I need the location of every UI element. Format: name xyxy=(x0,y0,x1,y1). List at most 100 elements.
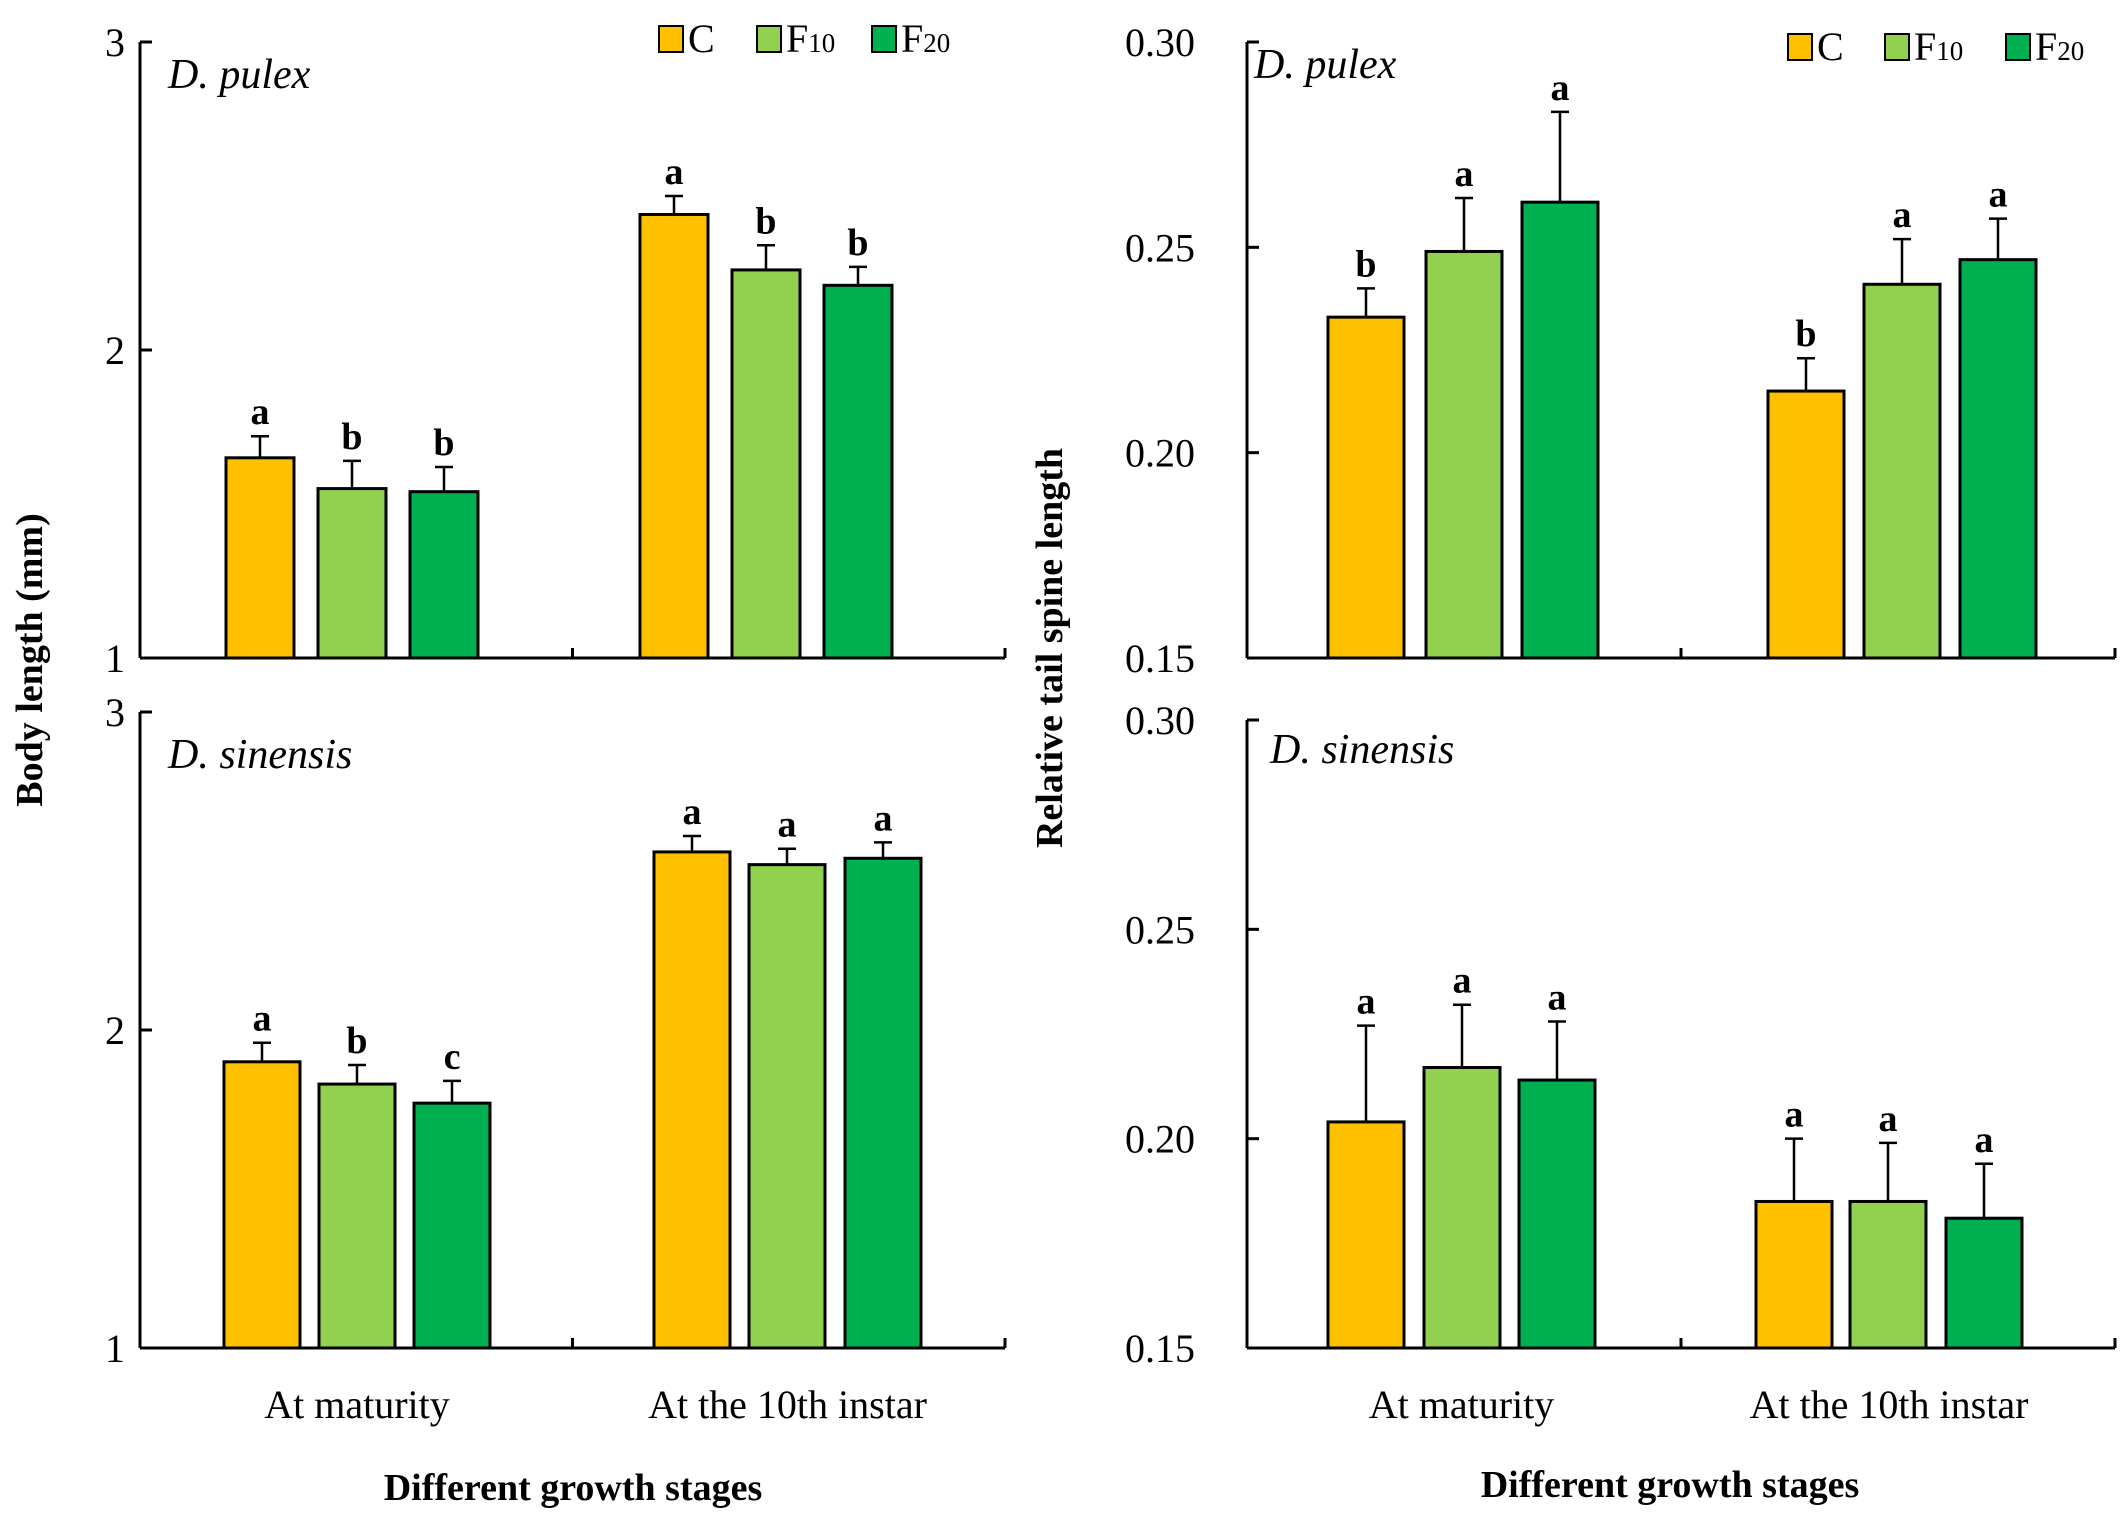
legend-label: F20 xyxy=(2035,24,2084,69)
bar-F10-maturity xyxy=(316,487,388,660)
y-tick-label: 2 xyxy=(105,328,125,373)
legend-label-base: F xyxy=(1914,24,1936,69)
legend-label-subscript: 10 xyxy=(808,28,835,58)
x-category-label: At the 10th instar xyxy=(1750,1382,2029,1427)
left-y-axis-title: Body length (mm) xyxy=(9,513,51,806)
bar-C-10th-instar xyxy=(652,850,732,1350)
significance-letter: a xyxy=(874,797,893,839)
y-tick-label: 0.15 xyxy=(1125,636,1195,681)
bar-F10-maturity xyxy=(1424,249,1504,660)
significance-letter: a xyxy=(1551,67,1570,109)
significance-letter: b xyxy=(755,200,776,242)
bar-F10-10th-instar xyxy=(1862,282,1942,660)
legend-label: C xyxy=(688,16,715,61)
legend-label-base: C xyxy=(688,16,715,61)
significance-letter: a xyxy=(1455,153,1474,195)
legend-label-base: C xyxy=(1817,24,1844,69)
bar-C-10th-instar xyxy=(1766,389,1846,660)
legend-label-base: F xyxy=(786,16,808,61)
panel-1: 1 2 3 D. pulex a a b b b b xyxy=(105,20,1007,681)
significance-letter: a xyxy=(683,791,702,833)
y-tick-label: 0.20 xyxy=(1125,1117,1195,1162)
bar-C-maturity xyxy=(224,456,296,660)
y-tick-label: 0.30 xyxy=(1125,20,1195,65)
species-label: D. pulex xyxy=(1253,42,1397,88)
bar-F20-10th-instar xyxy=(843,856,923,1350)
bar-F20-maturity xyxy=(1520,200,1600,660)
legend-swatch-F20 xyxy=(871,25,897,53)
significance-letter: a xyxy=(1357,981,1376,1023)
significance-letter: a xyxy=(778,804,797,846)
species-label: D. sinensis xyxy=(1269,727,1454,773)
legend-2: C F10 F20 xyxy=(1787,24,2084,69)
legend-label: C xyxy=(1817,24,1844,69)
bar-F20-maturity xyxy=(1517,1078,1597,1350)
bar-C-10th-instar xyxy=(1754,1199,1834,1350)
y-tick-label: 0.25 xyxy=(1125,225,1195,270)
y-tick-label: 0.25 xyxy=(1125,907,1195,952)
bar-F10-maturity xyxy=(1422,1065,1502,1350)
bar-F10-10th-instar xyxy=(1848,1199,1928,1350)
significance-letter: a xyxy=(1785,1094,1804,1136)
panel-2: 0.15 0.20 0.25 0.30 D. pulex b b a a a a xyxy=(1125,20,2117,681)
bar-F20-maturity xyxy=(408,490,480,660)
legend-label-subscript: 10 xyxy=(1936,36,1963,66)
bar-F10-10th-instar xyxy=(730,268,802,660)
significance-letter: b xyxy=(346,1020,367,1062)
significance-letter: a xyxy=(251,391,270,433)
significance-letter: b xyxy=(1795,313,1816,355)
legend-label: F10 xyxy=(786,16,835,61)
bar-C-maturity xyxy=(1326,315,1406,660)
significance-letter: a xyxy=(1893,194,1912,236)
significance-letter: a xyxy=(665,151,684,193)
bar-F10-maturity xyxy=(317,1082,397,1350)
legend-label-subscript: 20 xyxy=(923,28,950,58)
significance-letter: b xyxy=(1355,243,1376,285)
y-tick-label: 1 xyxy=(105,636,125,681)
y-tick-label: 1 xyxy=(105,1326,125,1371)
y-tick-label: 0.15 xyxy=(1125,1326,1195,1371)
bar-C-10th-instar xyxy=(638,212,710,660)
significance-letter: a xyxy=(1879,1098,1898,1140)
panel-3: 1 2 3 D. sinensis a a b a c a At maturity At the 10… xyxy=(105,690,1007,1427)
y-tick-label: 2 xyxy=(105,1008,125,1053)
legend-label-base: F xyxy=(2035,24,2057,69)
bar-C-maturity xyxy=(1326,1120,1406,1350)
significance-letter: b xyxy=(341,416,362,458)
legend-label-base: F xyxy=(901,16,923,61)
significance-letter: a xyxy=(253,998,272,1040)
bar-F20-10th-instar xyxy=(1958,258,2038,660)
significance-letter: a xyxy=(1453,960,1472,1002)
legend-label: F10 xyxy=(1914,24,1963,69)
legend-swatch-F10 xyxy=(1884,33,1910,61)
x-category-label: At maturity xyxy=(1369,1382,1555,1427)
x-category-label: At the 10th instar xyxy=(648,1382,927,1427)
panel-4: 0.15 0.20 0.25 0.30 D. sinensis a a a a a a At matu… xyxy=(1125,698,2117,1427)
legend-swatch-F10 xyxy=(756,25,782,53)
legend-label: F20 xyxy=(901,16,950,61)
species-label: D. sinensis xyxy=(167,732,352,778)
significance-letter: a xyxy=(1975,1119,1994,1161)
right-y-axis-title: Relative tail spine length xyxy=(1029,448,1071,848)
significance-letter: a xyxy=(1548,976,1567,1018)
y-tick-label: 0.30 xyxy=(1125,698,1195,743)
legend-label-subscript: 20 xyxy=(2057,36,2084,66)
bar-F10-10th-instar xyxy=(747,863,827,1350)
y-tick-label: 3 xyxy=(105,20,125,65)
bar-F20-maturity xyxy=(412,1101,492,1350)
legend-swatch-F20 xyxy=(2005,33,2031,61)
y-tick-label: 3 xyxy=(105,690,125,735)
legend-swatch-C xyxy=(1787,33,1813,61)
significance-letter: b xyxy=(847,222,868,264)
legend-swatch-C xyxy=(658,25,684,53)
bar-C-maturity xyxy=(222,1060,302,1350)
right-x-axis-title: Different growth stages xyxy=(1481,1464,1860,1506)
species-label: D. pulex xyxy=(167,52,311,98)
bar-F20-10th-instar xyxy=(1944,1216,2024,1350)
significance-letter: b xyxy=(433,422,454,464)
y-tick-label: 0.20 xyxy=(1125,431,1195,476)
significance-letter: c xyxy=(444,1036,461,1078)
significance-letter: a xyxy=(1989,174,2008,216)
bar-F20-10th-instar xyxy=(822,283,894,660)
